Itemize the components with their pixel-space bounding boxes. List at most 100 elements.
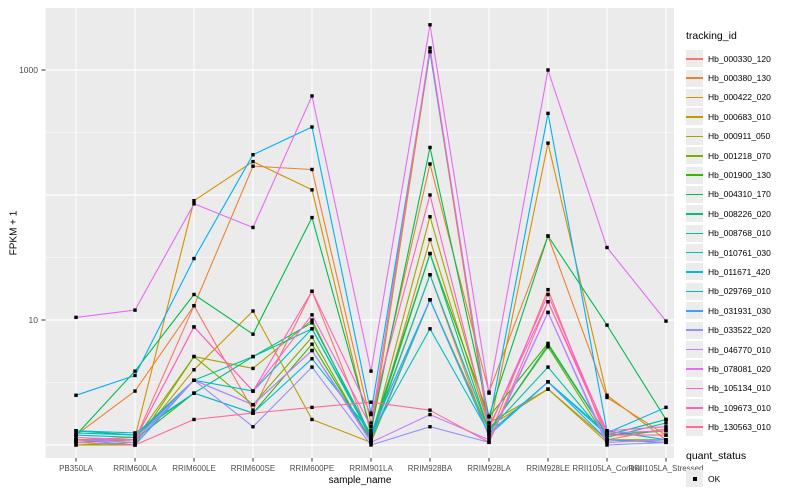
data-point-marker [251, 153, 255, 157]
x-tick-label: RRII105LA_Control [572, 464, 642, 473]
data-point-marker [605, 245, 609, 250]
data-point-marker [487, 427, 491, 431]
data-point-marker [664, 319, 668, 323]
legend-swatch-line-icon [686, 290, 703, 293]
data-point-marker [546, 111, 550, 116]
data-point-marker [664, 438, 668, 442]
data-point-marker [428, 273, 432, 277]
data-point-marker [546, 365, 550, 369]
legend-key [686, 282, 703, 300]
legend-swatch-line-icon [686, 57, 703, 60]
x-axis-title: sample_name [328, 475, 392, 486]
data-point-marker [487, 433, 491, 437]
data-point-marker [310, 125, 314, 129]
data-point-marker [192, 391, 196, 395]
legend-entry: Hb_000683_010 [686, 107, 800, 126]
data-point-marker [192, 354, 196, 359]
data-point-marker [428, 215, 432, 219]
legend-entry: Hb_130563_010 [686, 417, 800, 436]
legend-swatch-line-icon [686, 213, 703, 215]
data-point-marker [369, 429, 373, 433]
legend-key [686, 166, 703, 184]
legend-entry-label: Hb_000911_050 [708, 131, 771, 142]
data-point-marker [664, 440, 668, 445]
data-point-marker [605, 393, 609, 397]
data-point-marker [310, 215, 314, 220]
data-point-marker [133, 443, 137, 447]
data-point-marker [310, 342, 314, 346]
data-point-marker [546, 310, 550, 315]
data-point-marker [428, 162, 432, 166]
legend-swatch-line-icon [686, 387, 703, 390]
data-point-marker [133, 435, 137, 440]
x-tick-label: RRIM600PE [289, 464, 335, 473]
legend-key [686, 263, 703, 281]
data-point-marker [428, 298, 432, 302]
legend-entry-label: Hb_046770_010 [708, 344, 771, 355]
legend-swatch-line-icon [686, 116, 703, 118]
data-point-marker [310, 318, 314, 322]
data-point-marker [664, 425, 668, 429]
data-point-marker [369, 421, 373, 425]
data-point-marker [251, 366, 255, 371]
data-point-marker [251, 332, 255, 336]
legend-entry: Hb_046770_010 [686, 340, 800, 359]
data-point-marker [369, 425, 373, 429]
data-point-marker [428, 193, 432, 197]
legend-entry-label: Hb_000422_020 [708, 92, 771, 103]
x-tick-label: RRIM600SE [230, 464, 276, 473]
data-point-marker [487, 431, 491, 435]
x-tick-label: RRIM600LE [172, 464, 216, 473]
legend-entry: Hb_008768_010 [686, 224, 800, 243]
data-point-marker [487, 414, 491, 418]
data-point-marker [605, 438, 609, 442]
legend-swatch-line-icon [686, 310, 703, 312]
data-point-marker [369, 412, 373, 417]
x-tick-label: RRIM928LA [467, 464, 511, 473]
legend-entry: Hb_105134_010 [686, 379, 800, 398]
data-point-marker [310, 357, 314, 361]
legend-key [686, 88, 703, 106]
legend-entry-label: Hb_078081_020 [708, 363, 771, 374]
data-point-marker [428, 251, 432, 256]
data-point-marker [192, 304, 196, 308]
data-point-marker [428, 408, 432, 412]
data-point-marker [369, 438, 373, 442]
legend-entry: Hb_000422_020 [686, 88, 800, 107]
legend-tracking-entries: Hb_000330_120 Hb_000380_130 Hb_000422_020 H… [686, 49, 800, 437]
data-point-marker [546, 287, 550, 292]
legend-swatch-line-icon [686, 232, 703, 235]
data-point-marker [74, 431, 78, 435]
data-point-marker [546, 68, 550, 72]
data-point-marker [546, 300, 550, 304]
legend-entry: Hb_010761_030 [686, 243, 800, 262]
legend-entry-label: Hb_008768_010 [708, 228, 771, 239]
data-point-marker [605, 440, 609, 445]
data-point-marker [310, 188, 314, 192]
data-point-marker [546, 380, 550, 384]
legend-entry-label: Hb_130563_010 [708, 422, 771, 433]
legend-swatch-line-icon [686, 174, 703, 176]
data-point-marker [251, 309, 255, 313]
data-point-marker [192, 256, 196, 261]
legend-key [686, 205, 703, 223]
data-point-marker [251, 164, 255, 168]
data-point-marker [605, 431, 609, 435]
x-tick-label: RRIM901LA [349, 464, 393, 473]
data-point-marker [310, 417, 314, 422]
data-point-marker [133, 438, 137, 442]
data-point-marker [546, 292, 550, 297]
legend-swatch-line-icon [686, 348, 703, 351]
legend-entry-quant: OK [686, 469, 800, 488]
data-point-marker [310, 313, 314, 317]
data-point-marker [428, 327, 432, 331]
legend-tracking-title: tracking_id [686, 30, 737, 42]
legend-entry: Hb_004310_170 [686, 185, 800, 204]
data-point-marker [74, 429, 78, 433]
data-point-marker [605, 435, 609, 440]
y-tick-label: 10 [28, 315, 38, 325]
point-marker-icon [692, 476, 697, 481]
legend-key [686, 418, 703, 436]
